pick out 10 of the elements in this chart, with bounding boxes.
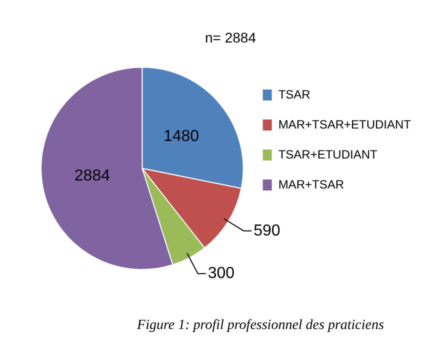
data-label: 1480 bbox=[163, 128, 200, 145]
chart-title: n= 2884 bbox=[205, 29, 256, 46]
legend-label: MAR+TSAR+ETUDIANT bbox=[278, 117, 412, 132]
caption: Figure 1: profil professionnel des praticiens bbox=[136, 318, 385, 334]
legend-label: TSAR+ETUDIANT bbox=[278, 147, 378, 162]
data-label: 300 bbox=[208, 265, 235, 282]
data-label: 590 bbox=[254, 222, 280, 240]
legend-label: MAR+TSAR bbox=[278, 177, 344, 192]
data-label: 2884 bbox=[74, 168, 110, 185]
legend-label: TSAR bbox=[278, 87, 311, 102]
